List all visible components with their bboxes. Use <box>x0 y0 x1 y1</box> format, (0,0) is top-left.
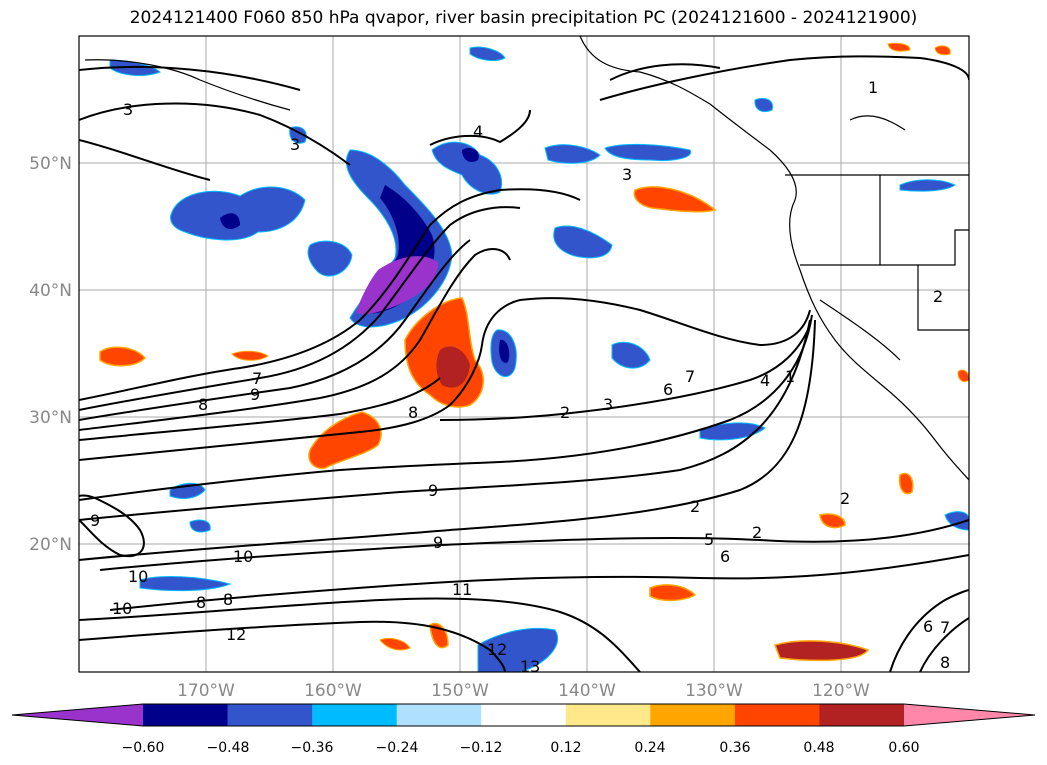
contour-label: 6 <box>663 380 673 399</box>
contour-label: 9 <box>90 511 100 530</box>
colorbar-outline <box>11 703 1036 727</box>
lon-label: 140°W <box>558 681 616 701</box>
latitude-labels: 50°N 40°N 30°N 20°N <box>29 154 72 555</box>
lat-label: 30°N <box>29 408 72 428</box>
colorbar-tick-label: −0.60 <box>122 740 165 756</box>
contour-label: 4 <box>760 371 770 390</box>
colorbar-tick-label: 0.36 <box>719 740 750 756</box>
contour-label: 10 <box>112 599 132 618</box>
contour-label: 1 <box>785 367 795 386</box>
colorbar-swatch <box>312 704 398 726</box>
contour-label: 8 <box>196 593 206 612</box>
contour-label: 2 <box>560 403 570 422</box>
colorbar-tick-label: 0.24 <box>634 740 665 756</box>
contour-label: 7 <box>940 618 950 637</box>
colorbar <box>11 703 1036 727</box>
contour-label: 5 <box>704 530 714 549</box>
contour-label: 12 <box>226 625 246 644</box>
contour-label: 9 <box>428 481 438 500</box>
colorbar-extend-high <box>904 704 1035 726</box>
contour-label: 3 <box>290 135 300 154</box>
map-frame <box>78 35 970 673</box>
lat-label: 40°N <box>29 281 72 301</box>
contour-label: 1 <box>868 78 878 97</box>
contour-label: 8 <box>940 653 950 672</box>
contour-label: 6 <box>923 617 933 636</box>
colorbar-swatch <box>143 704 229 726</box>
qvapor-contours <box>79 55 969 672</box>
contour-label: 9 <box>250 385 260 404</box>
contour-label: 10 <box>128 567 148 586</box>
map-title: 2024121400 F060 850 hPa qvapor, river ba… <box>129 8 918 28</box>
colorbar-swatch <box>481 704 567 726</box>
coastlines <box>84 36 969 481</box>
contour-label: 11 <box>452 580 472 599</box>
colorbar-swatch <box>650 704 736 726</box>
colorbar-tick-label: −0.48 <box>207 740 250 756</box>
lon-label: 150°W <box>431 681 489 701</box>
contour-label: 3 <box>603 395 613 414</box>
colorbar-labels: −0.60 −0.48 −0.36 −0.24 −0.12 0.12 0.24 … <box>122 740 920 756</box>
colorbar-swatch <box>396 704 482 726</box>
lon-label: 160°W <box>304 681 362 701</box>
colorbar-tick-label: −0.12 <box>460 740 503 756</box>
lon-label: 170°W <box>177 681 235 701</box>
lon-label: 120°W <box>812 681 870 701</box>
contour-label: 13 <box>520 657 540 676</box>
contour-labels: 1 3 3 4 3 8 9 7 8 2 3 6 7 4 1 2 2 2 5 6 … <box>90 78 950 676</box>
colorbar-swatch <box>819 704 905 726</box>
colorbar-swatch <box>734 704 820 726</box>
contour-label: 9 <box>433 533 443 552</box>
positive-anomaly-shading <box>99 42 969 662</box>
contour-label: 7 <box>685 367 695 386</box>
negative-anomaly-shading <box>109 46 969 672</box>
colorbar-tick-label: 0.60 <box>888 740 919 756</box>
contour-label: 10 <box>233 547 253 566</box>
colorbar-extend-low <box>12 704 143 726</box>
lat-label: 50°N <box>29 154 72 174</box>
colorbar-tick-label: −0.24 <box>376 740 419 756</box>
colorbar-swatch <box>227 704 313 726</box>
contour-label: 2 <box>840 489 850 508</box>
contour-label: 12 <box>487 640 507 659</box>
contour-label: 8 <box>408 403 418 422</box>
contour-label: 7 <box>252 369 262 388</box>
contour-label: 3 <box>622 165 632 184</box>
contour-label: 2 <box>690 497 700 516</box>
contour-label: 3 <box>123 100 133 119</box>
lon-label: 130°W <box>685 681 743 701</box>
contour-label: 8 <box>198 395 208 414</box>
longitude-labels: 170°W 160°W 150°W 140°W 130°W 120°W <box>177 681 870 701</box>
contour-label: 8 <box>223 590 233 609</box>
colorbar-tick-label: 0.48 <box>803 740 834 756</box>
contour-label: 4 <box>473 122 483 141</box>
colorbar-swatch <box>565 704 651 726</box>
colorbar-tick-label: 0.12 <box>550 740 581 756</box>
contour-label: 2 <box>933 287 943 306</box>
contour-label: 6 <box>720 547 730 566</box>
contour-label: 2 <box>752 523 762 542</box>
map-panel <box>79 36 969 672</box>
lat-label: 20°N <box>29 535 72 555</box>
colorbar-tick-label: −0.36 <box>291 740 334 756</box>
